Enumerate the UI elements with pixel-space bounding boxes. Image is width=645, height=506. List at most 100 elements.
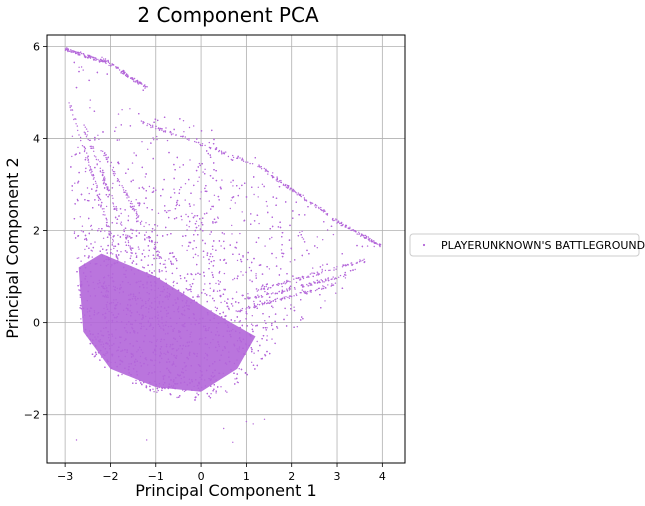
scatter-point <box>203 271 205 274</box>
scatter-point <box>284 307 286 310</box>
scatter-point <box>250 323 253 325</box>
scatter-point <box>84 234 87 237</box>
scatter-point <box>76 198 79 201</box>
scatter-point <box>236 373 238 375</box>
scatter-point <box>317 272 319 274</box>
scatter-point <box>118 162 120 165</box>
scatter-point <box>194 215 196 217</box>
scatter-point <box>302 276 305 278</box>
scatter-point <box>184 183 187 185</box>
scatter-point <box>364 237 366 239</box>
scatter-point <box>329 269 331 271</box>
scatter-point <box>174 208 177 210</box>
scatter-point <box>321 287 323 290</box>
scatter-point <box>299 277 301 279</box>
scatter-point <box>354 268 356 271</box>
scatter-point <box>239 157 241 159</box>
scatter-point <box>116 218 119 220</box>
scatter-point <box>198 296 200 298</box>
scatter-point <box>151 231 153 233</box>
scatter-point <box>102 214 104 216</box>
scatter-point <box>298 194 301 196</box>
scatter-point <box>202 239 204 242</box>
scatter-point <box>184 235 187 237</box>
scatter-point <box>211 205 213 208</box>
scatter-point <box>258 295 260 298</box>
scatter-point <box>358 261 361 263</box>
scatter-point <box>135 256 138 258</box>
scatter-point <box>167 210 169 212</box>
scatter-point <box>144 234 146 236</box>
scatter-point <box>213 260 215 262</box>
scatter-point <box>145 385 148 387</box>
scatter-point <box>130 77 132 79</box>
scatter-point <box>162 235 164 237</box>
scatter-point <box>266 335 268 337</box>
scatter-point <box>143 267 145 269</box>
scatter-point <box>224 390 227 392</box>
scatter-point <box>182 164 184 166</box>
scatter-point <box>186 138 188 140</box>
scatter-point <box>301 230 303 232</box>
scatter-point <box>333 269 335 271</box>
scatter-point <box>77 285 79 287</box>
scatter-point <box>246 258 249 261</box>
scatter-point <box>295 293 297 295</box>
scatter-point <box>139 82 142 84</box>
scatter-point <box>184 199 186 201</box>
scatter-point <box>310 203 312 205</box>
scatter-point <box>105 217 107 219</box>
scatter-point <box>176 203 178 205</box>
scatter-point <box>147 123 149 125</box>
scatter-point <box>272 300 274 302</box>
scatter-point <box>183 131 185 133</box>
scatter-point <box>151 228 154 230</box>
scatter-point <box>127 215 130 217</box>
scatter-point <box>341 287 344 289</box>
scatter-point <box>265 200 268 203</box>
scatter-point <box>79 304 82 307</box>
scatter-point <box>210 253 212 255</box>
scatter-point <box>276 292 278 294</box>
scatter-point <box>220 188 222 190</box>
scatter-point <box>117 243 120 246</box>
scatter-point <box>234 246 236 249</box>
scatter-point <box>212 276 214 278</box>
scatter-point <box>161 129 163 131</box>
scatter-point <box>81 225 84 227</box>
scatter-point <box>230 199 232 201</box>
scatter-point <box>276 327 279 329</box>
scatter-point <box>202 289 205 291</box>
scatter-point <box>146 124 148 127</box>
scatter-point <box>362 259 364 262</box>
scatter-point <box>145 197 147 199</box>
scatter-point <box>186 249 188 252</box>
scatter-point <box>228 307 230 310</box>
scatter-point <box>229 244 231 246</box>
scatter-point <box>206 392 208 395</box>
scatter-point <box>234 383 236 385</box>
scatter-point <box>164 263 166 265</box>
scatter-point <box>360 235 362 237</box>
scatter-point <box>197 294 199 296</box>
scatter-point <box>373 240 375 242</box>
scatter-point <box>213 388 215 390</box>
scatter-point <box>223 258 226 261</box>
scatter-point <box>255 273 257 275</box>
scatter-point <box>157 127 159 130</box>
scatter-point <box>89 342 92 345</box>
scatter-point <box>336 266 338 268</box>
scatter-point <box>281 255 284 258</box>
scatter-point <box>320 208 322 211</box>
scatter-point <box>266 283 268 285</box>
scatter-point <box>172 285 175 287</box>
scatter-point <box>335 292 337 294</box>
scatter-point <box>251 348 253 351</box>
scatter-point <box>318 281 320 283</box>
scatter-point <box>190 285 192 288</box>
scatter-point <box>285 183 287 186</box>
scatter-point <box>217 280 220 282</box>
scatter-point <box>77 51 79 54</box>
scatter-point <box>344 271 346 274</box>
scatter-point <box>260 295 263 297</box>
